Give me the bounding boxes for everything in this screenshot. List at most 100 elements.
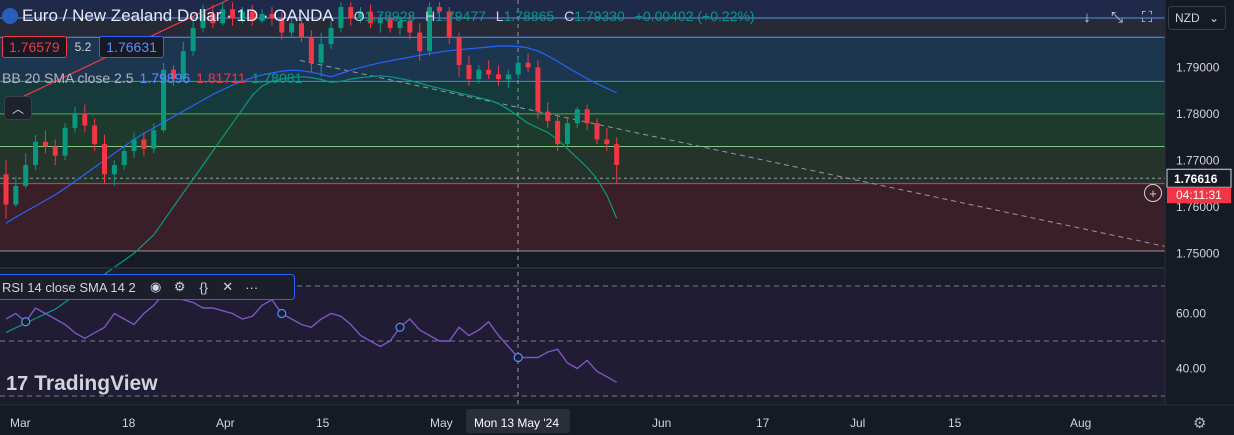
- bb-upper-value: 1.81711: [196, 70, 246, 86]
- currency-button[interactable]: NZD ⌄: [1168, 6, 1226, 30]
- rsi-band: [0, 286, 1165, 396]
- collapse-legend-button[interactable]: ︿: [4, 96, 32, 120]
- crosshair-time-badge: [466, 409, 570, 433]
- candle-body: [230, 9, 236, 19]
- bid-button[interactable]: 1.76579: [2, 36, 67, 58]
- candle-body: [348, 6, 354, 19]
- candle-body: [121, 151, 127, 166]
- more-icon[interactable]: ···: [245, 279, 259, 295]
- zone-band: [0, 113, 1165, 147]
- candle-body: [505, 74, 511, 80]
- symbol-title: Euro / New Zealand Dollar · 1D · OANDA: [22, 6, 334, 25]
- tradingview-wordmark: TradingView: [34, 372, 158, 395]
- candle-body: [358, 11, 364, 19]
- candle-body: [239, 11, 245, 19]
- bb-basis-value: 1.79896: [139, 70, 191, 86]
- price-tick-label: 1.76000: [1176, 200, 1220, 214]
- chart-toolbar: ↓ ⤡ ⛶: [1074, 5, 1160, 29]
- time-tick-label: Jul: [850, 416, 865, 430]
- bid-ask-row: 1.76579 5.2 1.76631: [0, 36, 164, 58]
- crosshair-time-label: Mon 13 May '24: [474, 416, 559, 430]
- candle-body: [279, 18, 285, 33]
- candle-body: [131, 139, 137, 152]
- candle-body: [476, 69, 482, 80]
- candle-body: [574, 109, 580, 124]
- price-tick-label: 1.77000: [1176, 153, 1220, 167]
- time-tick-label: Apr: [216, 416, 235, 430]
- candle-body: [545, 111, 551, 121]
- time-tick-label: May: [430, 416, 453, 430]
- symbol-flag-icon: [2, 8, 18, 24]
- candle-body: [486, 69, 492, 75]
- ohlc-values: O1.78928 H1.79477 L1.78865 C1.79330 +0.0…: [353, 8, 755, 24]
- candle-body: [584, 109, 590, 124]
- arrow-down-icon: ↓: [1083, 8, 1091, 26]
- time-tick-label: 15: [316, 416, 330, 430]
- candle-body: [141, 139, 147, 149]
- time-tick-label: 18: [122, 416, 136, 430]
- candle-body: [387, 18, 393, 28]
- chart-settings-button[interactable]: ⚙: [1193, 414, 1206, 432]
- time-tick-label: Mar: [10, 416, 31, 430]
- bb-basis-line: [5, 45, 617, 224]
- candle-body: [328, 27, 334, 45]
- chevron-up-icon: ︿: [11, 101, 24, 116]
- settings-icon[interactable]: ⚙: [173, 279, 186, 294]
- add-alert-button[interactable]: +: [1144, 184, 1162, 202]
- fullscreen-button[interactable]: ⛶: [1134, 5, 1160, 29]
- candle-body: [23, 165, 29, 186]
- ask-button[interactable]: 1.76631: [99, 36, 164, 58]
- tradingview-logo[interactable]: 17 TradingView: [6, 372, 158, 396]
- chevron-down-icon: ⌄: [1208, 11, 1219, 25]
- scroll-down-button[interactable]: ↓: [1074, 5, 1100, 29]
- candle-body: [180, 51, 186, 80]
- price-tick-label: 1.78000: [1176, 107, 1220, 121]
- candle-body: [299, 23, 304, 38]
- candle-body: [289, 23, 295, 33]
- zone-band: [0, 183, 1165, 252]
- rsi-tick-label: 40.00: [1176, 362, 1206, 376]
- candle-body: [614, 144, 620, 166]
- candle-body: [446, 11, 452, 38]
- candle-body: [377, 18, 383, 24]
- zone-band: [0, 81, 1165, 114]
- rsi-divergence-marker: [21, 317, 31, 327]
- close-icon[interactable]: ✕: [222, 279, 234, 294]
- current-price-label: 1.76616: [1174, 172, 1218, 186]
- candle-body: [269, 13, 275, 19]
- price-tick-label: 1.79000: [1176, 60, 1220, 74]
- collapse-icon: ⤡: [1110, 8, 1123, 26]
- candle-body: [190, 27, 196, 52]
- collapse-button[interactable]: ⤡: [1104, 5, 1130, 29]
- candle-body: [496, 74, 501, 80]
- candle-body: [82, 113, 88, 126]
- candle-body: [407, 20, 413, 33]
- candle-body: [318, 44, 324, 63]
- candle-body: [427, 6, 433, 52]
- candle-body: [42, 141, 48, 147]
- bb-legend[interactable]: BB 20 SMA close 2.5 1.79896 1.81711 1.78…: [0, 70, 302, 86]
- eye-icon[interactable]: ◉: [150, 279, 162, 294]
- candle-body: [564, 123, 570, 145]
- gear-icon: ⚙: [1193, 415, 1207, 432]
- source-code-icon[interactable]: {}: [199, 279, 209, 295]
- rsi-tick-label: 60.00: [1176, 307, 1206, 321]
- time-tick-label: 15: [948, 416, 962, 430]
- candle-body: [515, 62, 521, 75]
- price-tick-label: 1.75000: [1176, 246, 1220, 260]
- candle-body: [170, 69, 176, 80]
- bb-lower-line: [5, 75, 618, 333]
- candle-body: [220, 9, 226, 24]
- candle-body: [417, 32, 423, 52]
- zone-band: [0, 0, 1165, 18]
- candle-body: [555, 120, 561, 145]
- candle-body: [72, 113, 78, 128]
- rsi-legend[interactable]: RSI 14 close SMA 14 2 ◉ ⚙ {} ✕ ···: [0, 274, 295, 300]
- candle-body: [92, 125, 98, 145]
- candle-body: [161, 69, 167, 131]
- candle-body: [52, 146, 58, 156]
- time-axis-bg: [0, 405, 1234, 435]
- candle-body: [525, 62, 531, 68]
- candle-body: [3, 174, 9, 205]
